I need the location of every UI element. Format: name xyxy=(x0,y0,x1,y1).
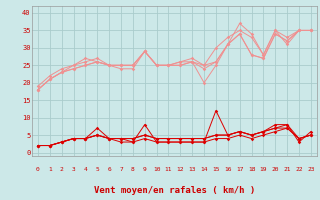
X-axis label: Vent moyen/en rafales ( km/h ): Vent moyen/en rafales ( km/h ) xyxy=(94,186,255,195)
